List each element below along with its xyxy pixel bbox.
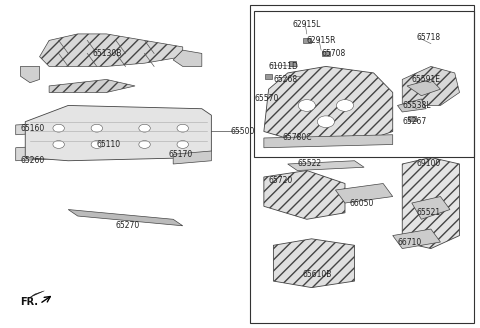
- Circle shape: [139, 141, 150, 148]
- Text: 65110: 65110: [97, 140, 121, 149]
- Polygon shape: [68, 210, 183, 226]
- Text: 62915R: 62915R: [307, 36, 336, 45]
- Text: 66710: 66710: [397, 237, 422, 247]
- Polygon shape: [336, 183, 393, 203]
- Text: 65780C: 65780C: [283, 133, 312, 142]
- Polygon shape: [173, 50, 202, 67]
- Text: 65270: 65270: [116, 221, 140, 230]
- Circle shape: [298, 100, 315, 111]
- Text: 65720: 65720: [269, 176, 293, 185]
- Circle shape: [177, 141, 189, 148]
- Bar: [250, 5, 474, 323]
- Text: 65610B: 65610B: [302, 270, 331, 279]
- Polygon shape: [402, 67, 459, 106]
- Bar: [303, 38, 311, 43]
- Text: 65260: 65260: [21, 156, 45, 165]
- Circle shape: [53, 124, 64, 132]
- Polygon shape: [397, 99, 426, 112]
- Text: 61011D: 61011D: [269, 62, 299, 71]
- Polygon shape: [407, 79, 441, 96]
- Circle shape: [317, 116, 335, 128]
- Circle shape: [177, 124, 189, 132]
- Text: 69100: 69100: [417, 159, 441, 169]
- Text: 66050: 66050: [350, 198, 374, 208]
- Bar: [288, 61, 296, 66]
- Text: 65521: 65521: [417, 208, 441, 217]
- Text: 65160: 65160: [21, 124, 45, 133]
- Polygon shape: [264, 171, 345, 219]
- Bar: [265, 73, 273, 79]
- Polygon shape: [402, 157, 459, 249]
- Polygon shape: [16, 122, 73, 135]
- Polygon shape: [173, 151, 211, 164]
- Polygon shape: [393, 229, 441, 249]
- Text: 65500: 65500: [230, 127, 255, 136]
- Text: 62915L: 62915L: [292, 20, 321, 29]
- Polygon shape: [16, 145, 78, 161]
- Text: 65170: 65170: [168, 150, 192, 159]
- Polygon shape: [49, 79, 135, 92]
- Circle shape: [53, 141, 64, 148]
- Polygon shape: [274, 239, 355, 288]
- Text: FR.: FR.: [21, 297, 38, 307]
- Polygon shape: [288, 161, 364, 171]
- Bar: [408, 116, 416, 121]
- Polygon shape: [412, 196, 450, 219]
- Polygon shape: [264, 135, 393, 148]
- Circle shape: [91, 124, 103, 132]
- Text: 65718: 65718: [417, 33, 441, 42]
- Text: 65591E: 65591E: [412, 75, 441, 84]
- Text: 65538L: 65538L: [402, 101, 431, 110]
- Text: 65130B: 65130B: [92, 49, 121, 58]
- Polygon shape: [264, 67, 393, 141]
- Bar: [322, 51, 330, 56]
- Polygon shape: [25, 106, 211, 161]
- Text: 65268: 65268: [274, 75, 298, 84]
- Circle shape: [336, 100, 354, 111]
- Polygon shape: [30, 291, 44, 297]
- Text: 65267: 65267: [402, 117, 427, 126]
- Bar: [254, 11, 474, 157]
- Text: 65708: 65708: [321, 49, 346, 58]
- Circle shape: [139, 124, 150, 132]
- Polygon shape: [21, 67, 39, 83]
- Text: 65570: 65570: [254, 94, 279, 103]
- Text: 65522: 65522: [297, 159, 322, 169]
- Circle shape: [91, 141, 103, 148]
- Polygon shape: [39, 34, 183, 67]
